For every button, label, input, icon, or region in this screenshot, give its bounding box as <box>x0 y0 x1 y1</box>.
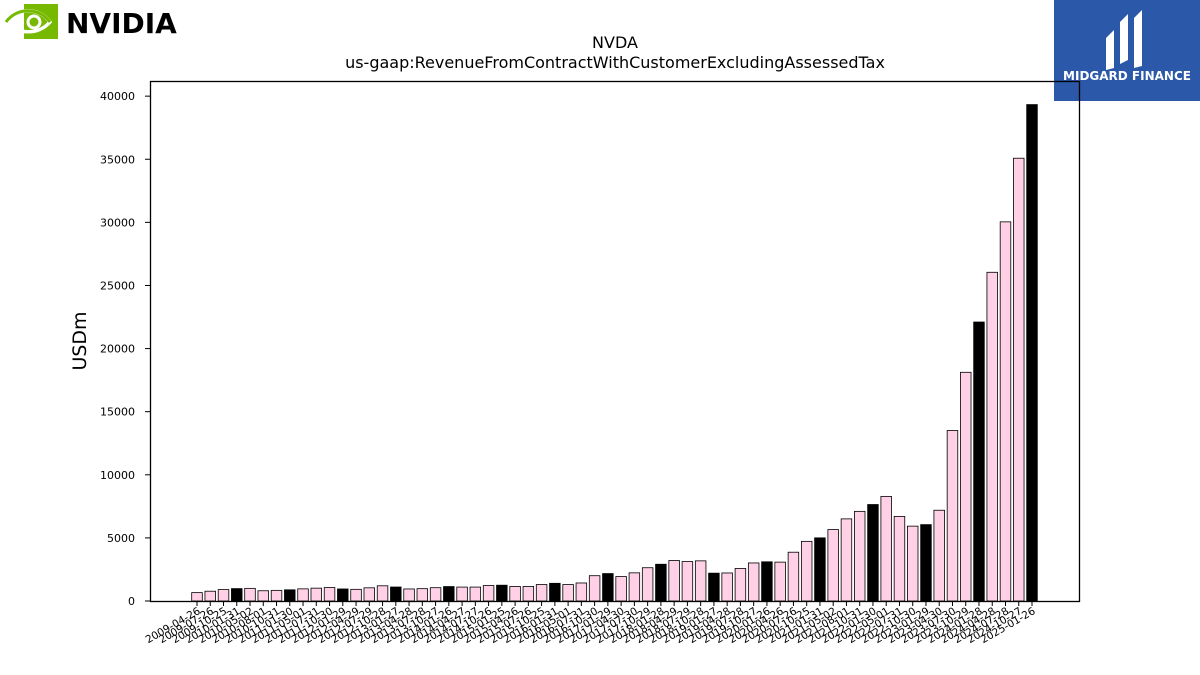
y-tick-label: 35000 <box>100 153 135 166</box>
bar-2021-05-02 <box>827 529 839 602</box>
bar-2010-08-01 <box>257 590 269 602</box>
nvidia-logo-text: NVIDIA <box>66 7 177 40</box>
bar-2023-04-30 <box>933 509 945 602</box>
bar-2016-05-01 <box>562 584 574 602</box>
y-tick-label: 40000 <box>100 90 135 103</box>
bar-2013-04-28 <box>403 588 415 602</box>
bars-group <box>191 104 1038 602</box>
y-tick-label: 0 <box>128 595 135 608</box>
bar-2013-07-28 <box>416 588 429 602</box>
bar-2017-10-29 <box>641 567 654 602</box>
bar-2018-07-29 <box>681 561 694 602</box>
bar-2017-04-30 <box>615 576 627 602</box>
y-tick-label: 30000 <box>100 216 135 229</box>
bar-2009-07-26 <box>204 590 216 602</box>
y-tick-label: 15000 <box>100 406 135 419</box>
bar-2013-10-27 <box>429 587 442 602</box>
bar-2016-01-31 <box>549 582 561 602</box>
bar-2020-10-25 <box>800 540 813 602</box>
bar-2012-04-29 <box>350 588 362 602</box>
bar-2014-07-27 <box>469 586 482 602</box>
bar-2022-07-31 <box>893 515 906 602</box>
plot-frame <box>149 80 1081 603</box>
bar-2022-05-01 <box>880 495 892 602</box>
bar-2018-04-29 <box>668 560 680 602</box>
nvidia-eye-pupil-icon <box>26 14 42 30</box>
nvidia-logo: NVIDIA <box>4 4 177 40</box>
bar-2015-01-25 <box>496 584 508 602</box>
bar-2023-01-29 <box>920 524 932 602</box>
bar-2021-01-31 <box>814 537 826 602</box>
x-ticks-group: 2009-04-262009-07-262009-10-252010-01-31… <box>144 601 1038 646</box>
nvidia-eye-arc-icon <box>4 9 52 23</box>
bar-2011-01-30 <box>284 589 296 602</box>
bar-2019-04-28 <box>721 572 733 602</box>
bar-2012-10-28 <box>376 585 389 602</box>
bar-2015-07-26 <box>522 586 535 602</box>
bar-2019-10-27 <box>747 562 760 602</box>
chart-title: NVDA <box>592 33 638 52</box>
bar-2009-04-26 <box>191 592 203 602</box>
bar-2014-10-26 <box>482 585 495 602</box>
bar-2011-10-30 <box>323 587 336 602</box>
bar-2015-04-26 <box>509 586 521 602</box>
bar-2012-07-29 <box>363 587 376 602</box>
bar-2015-10-25 <box>535 584 548 602</box>
bar-2010-01-31 <box>231 588 243 602</box>
bar-2024-01-28 <box>973 321 985 602</box>
y-tick-label: 5000 <box>107 532 135 545</box>
y-axis-label: USDm <box>69 311 91 370</box>
midgard-finance-logo: MIDGARD FINANCE <box>1054 0 1200 101</box>
midgard-m-mid-icon <box>1120 14 1128 64</box>
bar-2024-04-28 <box>986 271 998 602</box>
y-ticks-group: 0 5000 10000 15000 20000 25000 30000 35000 40000 <box>100 90 150 608</box>
y-axis-label-group: USDm <box>69 311 91 370</box>
bar-2020-01-26 <box>761 561 773 602</box>
bar-2021-08-01 <box>840 518 853 602</box>
bar-2024-07-28 <box>999 221 1012 602</box>
y-tick-label: 25000 <box>100 279 135 292</box>
bar-2022-01-30 <box>867 504 879 602</box>
bar-2025-01-26 <box>1026 104 1038 602</box>
bar-2023-07-30 <box>946 430 959 602</box>
bar-2018-10-28 <box>694 560 707 602</box>
midgard-m-right-icon <box>1134 10 1142 68</box>
bar-2012-01-29 <box>337 588 349 602</box>
bar-2017-01-29 <box>602 573 614 602</box>
bar-2020-04-26 <box>774 561 786 602</box>
bar-2010-05-02 <box>244 587 256 602</box>
bar-2020-07-26 <box>787 551 800 602</box>
chart-subtitle: us-gaap:RevenueFromContractWithCustomerE… <box>345 53 885 72</box>
bar-2019-01-27 <box>708 572 720 602</box>
bar-2013-01-27 <box>390 586 402 602</box>
bar-2011-07-31 <box>310 587 322 602</box>
bar-2023-10-29 <box>960 371 972 602</box>
bar-2024-10-27 <box>1013 157 1025 602</box>
y-tick-label: 10000 <box>100 469 135 482</box>
midgard-logo-mark: MIDGARD FINANCE <box>1063 10 1191 83</box>
y-tick-label: 20000 <box>100 343 135 356</box>
bar-2016-07-31 <box>575 582 588 602</box>
bar-2014-04-27 <box>456 586 468 602</box>
bar-2018-01-28 <box>655 563 667 602</box>
bar-2016-10-30 <box>588 575 601 602</box>
bar-2022-10-30 <box>907 525 919 602</box>
bar-2011-05-01 <box>297 588 309 602</box>
midgard-logo-text: MIDGARD FINANCE <box>1063 69 1191 83</box>
midgard-m-left-icon <box>1106 30 1114 70</box>
bar-2017-07-30 <box>628 572 641 602</box>
bar-2009-10-25 <box>217 589 230 602</box>
bar-2010-10-31 <box>270 589 283 602</box>
bar-2019-07-28 <box>734 568 747 602</box>
bar-2014-01-26 <box>443 586 455 602</box>
bar-2021-10-31 <box>854 510 866 602</box>
